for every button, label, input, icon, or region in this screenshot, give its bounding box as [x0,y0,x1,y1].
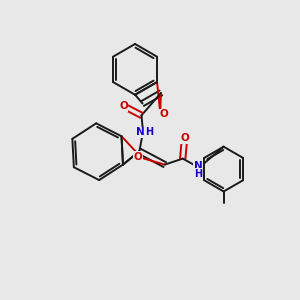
Text: O: O [119,101,128,111]
Text: O: O [134,152,142,162]
Text: N: N [136,128,145,137]
Text: O: O [180,133,189,143]
Text: N: N [194,161,203,171]
Text: O: O [160,110,168,119]
Text: H: H [146,128,154,137]
Text: H: H [194,169,202,178]
